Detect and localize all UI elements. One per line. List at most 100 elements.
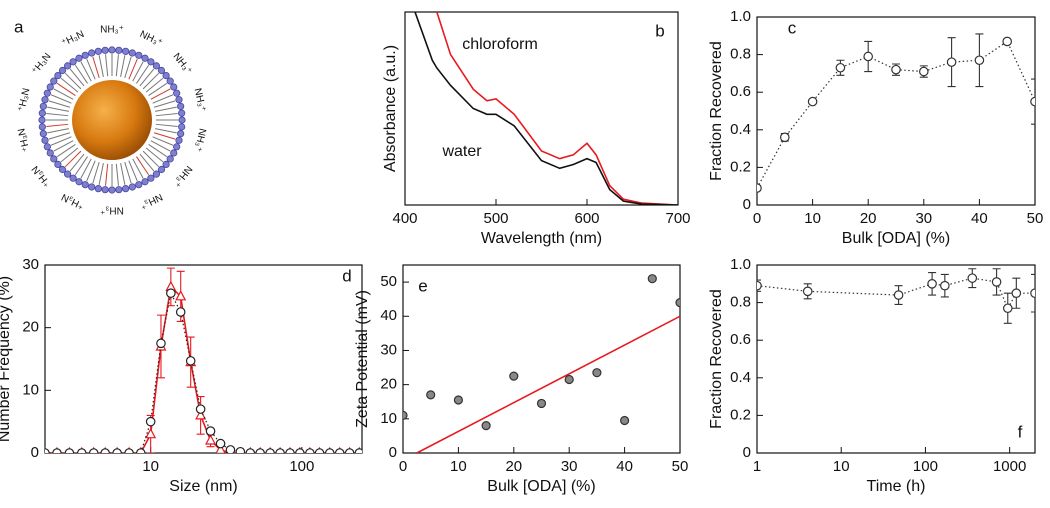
head-group bbox=[122, 185, 130, 193]
panel-letter: e bbox=[418, 276, 427, 295]
lipid-tail bbox=[142, 150, 160, 168]
lipid-tail bbox=[145, 77, 164, 93]
lipid-tail bbox=[69, 153, 85, 172]
head-group bbox=[58, 165, 67, 174]
plot-frame bbox=[44, 264, 363, 454]
circle-marker bbox=[100, 448, 110, 453]
lipid-tail bbox=[124, 56, 132, 79]
circle-marker bbox=[225, 445, 236, 453]
data-layer bbox=[45, 267, 362, 453]
triangle-marker bbox=[145, 427, 157, 439]
head-group bbox=[39, 130, 47, 138]
head-group bbox=[38, 123, 46, 131]
head-group bbox=[94, 185, 102, 193]
head-group bbox=[101, 46, 109, 54]
lipid-tail bbox=[152, 136, 174, 146]
head-group bbox=[178, 123, 186, 131]
head-group bbox=[157, 165, 166, 174]
circle-marker bbox=[991, 277, 1002, 287]
circle-marker bbox=[619, 415, 630, 426]
ligand-label: NH₃⁺ bbox=[138, 29, 164, 49]
y-axis-label: Fraction Recovered bbox=[708, 289, 725, 429]
lipid-tail bbox=[150, 88, 171, 100]
x-tick-label: 10 bbox=[142, 458, 159, 475]
circle-marker bbox=[52, 448, 62, 453]
y-axis-label: Number Frequency (%) bbox=[0, 276, 13, 442]
x-tick-label: 40 bbox=[971, 210, 988, 227]
circle-marker bbox=[1002, 303, 1013, 314]
circle-marker bbox=[156, 338, 166, 349]
x-tick-label: 100 bbox=[289, 458, 314, 475]
circle-marker bbox=[76, 448, 87, 453]
y-tick-label: 20 bbox=[380, 376, 397, 393]
lipid-tail bbox=[53, 140, 74, 152]
head-group bbox=[39, 102, 47, 110]
head-group bbox=[88, 183, 96, 191]
x-axis-label: Bulk [ODA] (%) bbox=[842, 230, 950, 247]
circle-marker bbox=[453, 395, 463, 405]
ligand-label: ⁺H₃N bbox=[16, 127, 32, 153]
lipid-tail bbox=[115, 163, 119, 186]
circle-marker bbox=[779, 132, 790, 143]
head-group bbox=[108, 46, 116, 54]
chart-panel: 0 10 20 30 40 50 0 0.2 0.4 0.6 0.8 1.0 Bulk [ODA] (%… bbox=[708, 8, 1043, 247]
x-axis-label: Wavelength (nm) bbox=[481, 230, 602, 247]
series-line bbox=[757, 277, 1035, 310]
lipid-tail bbox=[150, 140, 171, 152]
head-group bbox=[38, 116, 46, 124]
head-group bbox=[162, 160, 170, 169]
circle-marker bbox=[647, 274, 657, 284]
x-tick-label: 700 bbox=[665, 210, 690, 227]
x-tick-label: 500 bbox=[483, 210, 508, 227]
ligand-label: ⁺H₃N bbox=[60, 29, 86, 49]
lipid-tail bbox=[56, 144, 76, 158]
series-label: chloroform bbox=[462, 36, 538, 53]
head-group bbox=[141, 178, 149, 186]
x-tick-label: 30 bbox=[561, 458, 578, 475]
series-line bbox=[757, 40, 1035, 189]
x-tick-label: 1000 bbox=[993, 458, 1026, 475]
plot-frame bbox=[756, 264, 1036, 454]
lipid-tail bbox=[86, 58, 96, 80]
head-group bbox=[135, 181, 143, 189]
head-group bbox=[88, 49, 96, 57]
head-group bbox=[147, 58, 155, 66]
head-group bbox=[178, 116, 186, 124]
plot-frame bbox=[404, 11, 679, 206]
y-tick-label: 0 bbox=[389, 444, 397, 461]
circle-marker bbox=[481, 421, 491, 431]
x-tick-label: 20 bbox=[860, 210, 877, 227]
head-group bbox=[147, 174, 155, 182]
lipid-tail bbox=[136, 64, 150, 84]
x-tick-label: 0 bbox=[753, 210, 761, 227]
circle-marker bbox=[946, 57, 957, 67]
head-group bbox=[43, 89, 51, 97]
ligand-label: ⁺H₃N bbox=[16, 87, 32, 113]
chart-panel: 400 500 600 700 Wavelength (nm) Absorbance (a… bbox=[382, 11, 691, 247]
triangle-marker bbox=[175, 290, 187, 301]
head-group bbox=[81, 51, 89, 59]
head-group bbox=[178, 109, 186, 117]
chart-panel: 0 10 20 30 40 50 0 10 20 30 40 50 Bulk [ODA] (%) Zeta… bbox=[354, 264, 688, 495]
circle-marker bbox=[757, 183, 762, 193]
circle-marker bbox=[265, 448, 275, 453]
circle-marker bbox=[166, 288, 176, 298]
circle-marker bbox=[967, 273, 978, 283]
plot-frame bbox=[402, 264, 681, 454]
head-group bbox=[63, 62, 72, 70]
lipid-tail bbox=[120, 55, 126, 77]
head-group bbox=[69, 58, 77, 66]
head-group bbox=[63, 170, 72, 178]
circle-marker bbox=[675, 298, 680, 308]
y-tick-label: 0.6 bbox=[730, 83, 751, 100]
y-tick-label: 0.8 bbox=[730, 294, 751, 311]
circle-marker bbox=[145, 416, 156, 427]
lipid-tail bbox=[124, 161, 132, 184]
lipid-tail bbox=[92, 161, 100, 184]
y-tick-label: 0.2 bbox=[730, 406, 751, 423]
y-tick-label: 20 bbox=[22, 319, 39, 336]
panel-letter: b bbox=[655, 21, 664, 40]
head-group bbox=[46, 83, 54, 91]
chart-panel: 1 10 100 1000 0 0.2 0.4 0.6 0.8 1.0 Time (h) Fracti… bbox=[708, 256, 1036, 495]
lipid-tail bbox=[155, 106, 177, 112]
